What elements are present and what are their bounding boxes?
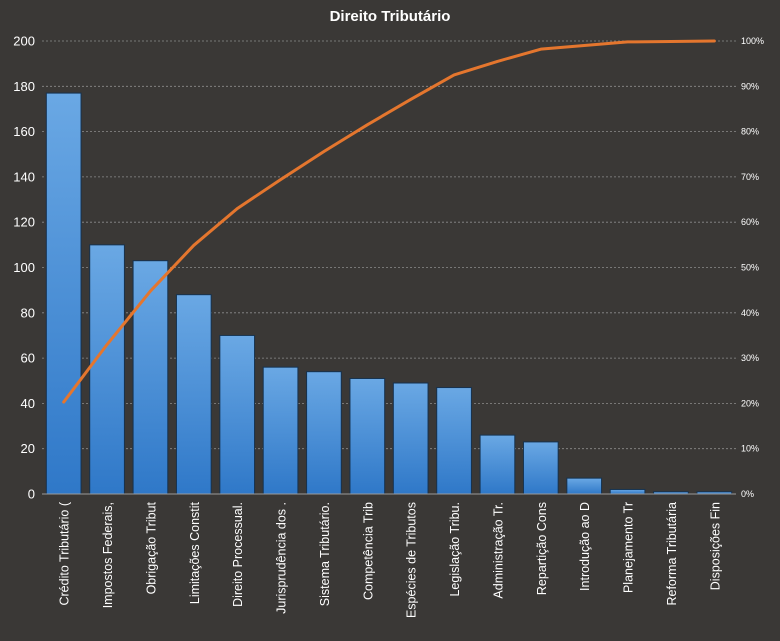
y-right-tick-label: 0%: [741, 489, 754, 499]
cumulative-line-group: [62, 39, 716, 404]
y-right-tick-label: 10%: [741, 444, 759, 454]
y-left-tick-label: 80: [21, 305, 35, 320]
cumulative-point: [452, 73, 456, 77]
y-left-tick-label: 180: [13, 79, 35, 94]
bar: [306, 371, 342, 495]
y-right-tick-label: 70%: [741, 172, 759, 182]
y-right-tick-label: 20%: [741, 398, 759, 408]
bar: [262, 366, 299, 495]
y-left-tick-label: 200: [13, 34, 35, 49]
x-tick-label: Impostos Federais,: [101, 502, 115, 608]
x-tick-label: Jurisprudência dos .: [275, 502, 289, 614]
cumulative-point: [496, 60, 499, 63]
x-tick-label: Obrigação Tribut: [144, 501, 158, 594]
bar: [349, 377, 386, 495]
y-right-tick-label: 40%: [741, 308, 759, 318]
cumulative-point: [279, 178, 282, 181]
x-tick-label: Limitações Constit: [188, 501, 202, 604]
cumulative-point: [235, 207, 239, 210]
bar: [175, 294, 212, 495]
x-tick-label: Espécies de Tributos: [405, 502, 419, 618]
bar: [392, 382, 429, 495]
cumulative-point: [62, 400, 65, 404]
bars: [45, 92, 733, 495]
x-tick-label: Reforma Tributária: [665, 502, 679, 606]
cumulative-line: [62, 39, 716, 404]
bar: [436, 387, 472, 495]
y-right-tick-label: 80%: [741, 127, 759, 137]
bar: [609, 488, 646, 495]
bar: [566, 477, 603, 495]
cumulative-point: [366, 123, 369, 127]
bar: [522, 441, 559, 495]
bar: [45, 92, 82, 495]
y-right-tick-label: 30%: [741, 353, 759, 363]
cumulative-point: [149, 289, 152, 293]
x-tick-label: Direito Processual.: [231, 502, 245, 607]
cumulative-point: [582, 44, 586, 47]
x-tick-label: Disposições Fin: [708, 502, 722, 590]
y-right-tick-label: 50%: [741, 263, 759, 273]
y-left-tick-label: 20: [21, 441, 35, 456]
x-tick-label: Sistema Tributário.: [318, 502, 332, 606]
x-tick-label: Competência Trib: [361, 502, 375, 600]
cumulative-point: [322, 150, 326, 153]
y-right-tick-label: 90%: [741, 81, 759, 91]
chart-title: Direito Tributário: [329, 8, 451, 25]
y-left-tick-label: 100: [13, 260, 35, 275]
cumulative-point: [713, 39, 716, 43]
x-tick-label: Administração Tr.: [491, 502, 505, 599]
y-left-tick-label: 160: [13, 124, 35, 139]
y-right-tick-label: 100%: [741, 36, 764, 46]
cumulative-point: [192, 244, 196, 247]
cumulative-point: [669, 40, 673, 43]
y-right-tick-label: 60%: [741, 217, 759, 227]
y-left-tick-label: 60: [21, 351, 35, 366]
bar: [132, 260, 169, 495]
x-tick-label: Crédito Tributário (: [58, 501, 72, 605]
bar: [479, 434, 516, 495]
y-left-tick-label: 140: [13, 169, 35, 184]
x-tick-label: Introdução ao D: [578, 502, 592, 591]
x-tick-label: Repartição Cons: [535, 502, 549, 595]
y-left-tick-label: 120: [13, 215, 35, 230]
x-tick-label: Planejamento Tr: [622, 502, 636, 593]
bar: [89, 244, 125, 495]
axes: 0 20 40 60 80 100 120 140 160 180 200 0% 10% 20% 30% 40…: [13, 34, 764, 619]
cumulative-point: [626, 40, 629, 44]
bar: [219, 334, 256, 495]
cumulative-point: [539, 47, 543, 51]
cumulative-point: [105, 343, 109, 346]
y-left-tick-label: 40: [21, 396, 35, 411]
y-left-tick-label: 0: [28, 487, 35, 502]
cumulative-point: [409, 98, 412, 101]
x-tick-label: Legislação Tribu.: [448, 502, 462, 597]
